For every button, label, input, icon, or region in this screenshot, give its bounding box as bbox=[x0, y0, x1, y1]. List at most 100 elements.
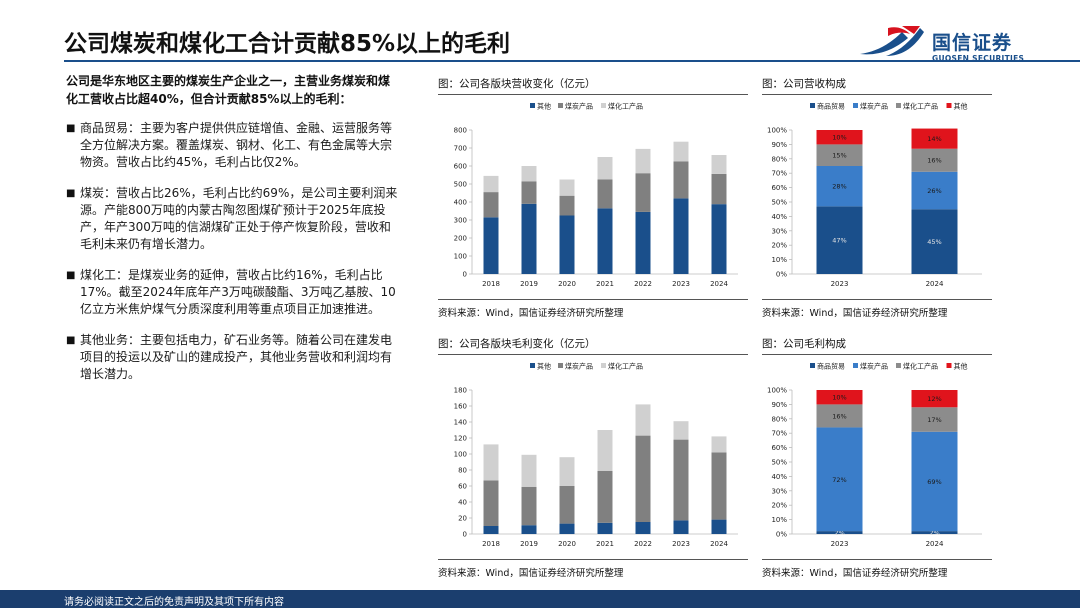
title-divider bbox=[64, 60, 1080, 62]
data-label: 15% bbox=[832, 152, 846, 160]
square-bullet-icon: ■ bbox=[66, 123, 76, 134]
list-item: ■ 煤化工：是煤炭业务的延伸，营收占比约16%，毛利占比17%。截至2024年底… bbox=[66, 267, 398, 318]
data-label: 12% bbox=[927, 395, 941, 403]
bar-segment bbox=[597, 522, 613, 534]
y-tick-label: 100% bbox=[767, 387, 787, 395]
page-title: 公司煤炭和煤化工合计贡献85%以上的毛利 bbox=[64, 31, 511, 57]
y-tick-label: 60% bbox=[771, 444, 787, 452]
square-bullet-icon: ■ bbox=[66, 270, 76, 281]
y-tick-label: 100 bbox=[454, 451, 467, 459]
y-tick-label: 140 bbox=[454, 419, 467, 427]
legend-label: 煤炭产品 bbox=[565, 102, 593, 111]
bar-segment bbox=[711, 519, 727, 534]
list-item: ■ 煤炭：营收占比26%，毛利占比约69%，是公司主要利润来源。产能800万吨的… bbox=[66, 185, 398, 253]
bar-segment bbox=[521, 203, 537, 274]
data-label: 2% bbox=[929, 529, 939, 537]
x-tick-label: 2023 bbox=[831, 540, 849, 548]
bar-segment bbox=[483, 480, 499, 526]
disclaimer-text: 请务必阅读正文之后的免责声明及其项下所有内容 bbox=[64, 597, 284, 608]
chart-source: 资料来源：Wind，国信证券经济研究所整理 bbox=[762, 568, 948, 579]
bar-segment bbox=[711, 436, 727, 453]
y-tick-label: 70% bbox=[771, 170, 787, 178]
bar-segment bbox=[559, 215, 575, 274]
bar-segment bbox=[597, 470, 613, 523]
bar-segment bbox=[521, 181, 537, 204]
legend-label: 煤化工产品 bbox=[608, 102, 643, 111]
data-label: 28% bbox=[832, 183, 846, 191]
page-header: 公司煤炭和煤化工合计贡献85%以上的毛利 国信证券 GUOSEN SECURIT… bbox=[0, 0, 1080, 63]
y-tick-label: 20% bbox=[771, 242, 787, 250]
data-label: 16% bbox=[832, 412, 846, 420]
bar-segment bbox=[635, 211, 651, 274]
bar-segment bbox=[559, 486, 575, 524]
chart-revenue-mix: 商品贸易 煤炭产品 煤化工产品 其他 0% 10% 20% 30% 40% 50% 60% 70% 80… bbox=[767, 102, 982, 288]
bar-segment bbox=[711, 452, 727, 520]
y-tick-label: 40% bbox=[771, 213, 787, 221]
list-item: ■ 其他业务：主要包括电力，矿石业务等。随着公司在建发电项目的投运以及矿山的建成… bbox=[66, 332, 398, 383]
bar-segment bbox=[911, 431, 958, 532]
y-tick-label: 500 bbox=[454, 181, 467, 189]
guosen-logo-icon bbox=[860, 26, 924, 56]
legend-label: 商品贸易 bbox=[817, 362, 845, 371]
legend-swatch bbox=[810, 363, 815, 368]
bar-segment bbox=[673, 141, 689, 162]
chart-gross-profit-mix: 商品贸易 煤炭产品 煤化工产品 其他 0% 10% 20% 30% 40% 50% 60% 70% 80… bbox=[767, 362, 982, 548]
data-label: 47% bbox=[832, 237, 846, 245]
bar-segment bbox=[911, 171, 958, 210]
bar-segment bbox=[635, 173, 651, 212]
bar-segment bbox=[635, 435, 651, 522]
chart-source: 资料来源：Wind，国信证券经济研究所整理 bbox=[438, 308, 624, 319]
x-tick-label: 2024 bbox=[710, 280, 728, 288]
bar-segment bbox=[816, 206, 863, 274]
chart-revenue-by-segment: 其他 煤炭产品 煤化工产品 0 100 200 300 400 500 600 700 800 2018… bbox=[454, 102, 738, 288]
x-tick-label: 2023 bbox=[831, 280, 849, 288]
x-tick-label: 2019 bbox=[520, 540, 538, 548]
legend-swatch bbox=[558, 103, 563, 108]
panel-top-rule bbox=[762, 94, 992, 95]
chart-title: 图：公司各版块毛利变化（亿元） bbox=[438, 338, 596, 350]
summary-column: 公司是华东地区主要的煤炭生产企业之一，主营业务煤炭和煤化工营收占比超40%，但合… bbox=[66, 72, 398, 397]
bar-segment bbox=[559, 179, 575, 196]
legend-swatch bbox=[530, 103, 535, 108]
y-tick-label: 160 bbox=[454, 403, 467, 411]
legend-swatch bbox=[530, 363, 535, 368]
legend-swatch bbox=[946, 103, 952, 108]
bar-segment bbox=[521, 525, 537, 534]
chart-gross-profit-by-segment: 其他 煤炭产品 煤化工产品 0 20 40 60 80 100 120 140 160 180 2018 2… bbox=[454, 362, 738, 548]
bar-segment bbox=[521, 454, 537, 487]
bar-segment bbox=[911, 148, 958, 172]
y-tick-label: 0% bbox=[776, 531, 787, 539]
bar-segment bbox=[816, 531, 863, 534]
logo-name-en: GUOSEN SECURITIES bbox=[932, 54, 1025, 63]
data-label: 45% bbox=[927, 238, 941, 246]
bar-segment bbox=[711, 155, 727, 174]
panel-revenue-by-segment: 图：公司各版块营收变化（亿元） 其他 煤炭产品 煤化工产品 0 100 200 300 400… bbox=[438, 76, 748, 320]
x-tick-label: 2024 bbox=[926, 540, 944, 548]
x-tick-label: 2023 bbox=[672, 280, 690, 288]
legend-label: 其他 bbox=[537, 102, 551, 111]
x-tick-label: 2022 bbox=[634, 540, 652, 548]
panel-gross-profit-by-segment: 图：公司各版块毛利变化（亿元） 其他 煤炭产品 煤化工产品 0 20 40 60 80 100 1… bbox=[438, 336, 748, 580]
y-tick-label: 100 bbox=[454, 253, 467, 261]
bar-segment bbox=[711, 204, 727, 274]
legend-swatch bbox=[601, 363, 606, 368]
x-tick-label: 2024 bbox=[710, 540, 728, 548]
legend-label: 煤化工产品 bbox=[903, 102, 938, 111]
bar-segment bbox=[559, 523, 575, 534]
x-tick-label: 2018 bbox=[482, 540, 500, 548]
bar-segment bbox=[816, 390, 863, 405]
y-tick-label: 100% bbox=[767, 127, 787, 135]
chart-source: 资料来源：Wind，国信证券经济研究所整理 bbox=[438, 568, 624, 579]
square-bullet-icon: ■ bbox=[66, 335, 76, 346]
panel-top-rule bbox=[438, 354, 748, 355]
x-tick-label: 2023 bbox=[672, 540, 690, 548]
legend-swatch bbox=[896, 363, 901, 368]
legend-label: 煤化工产品 bbox=[903, 362, 938, 371]
bullet-text: 煤化工：是煤炭业务的延伸，营收占比约16%，毛利占比17%。截至2024年底年产… bbox=[80, 268, 396, 316]
data-label: 16% bbox=[927, 157, 941, 165]
bar-segment bbox=[816, 404, 863, 428]
data-label: 17% bbox=[927, 416, 941, 424]
bar-segment bbox=[816, 130, 863, 145]
legend-swatch bbox=[853, 363, 858, 368]
data-label: 14% bbox=[927, 135, 941, 143]
